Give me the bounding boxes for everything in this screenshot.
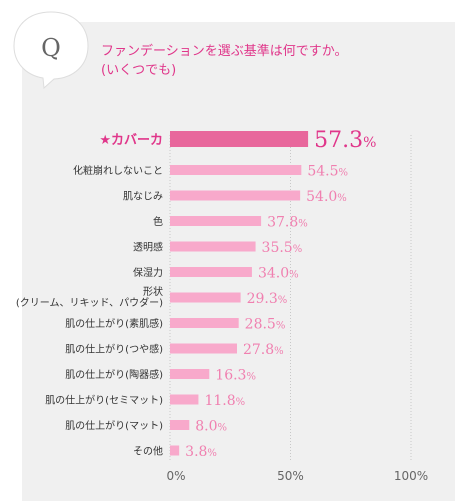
value-label: 11.8% [204, 393, 245, 409]
value-label: 29.3% [247, 291, 288, 307]
value-label: 3.8% [185, 444, 217, 460]
x-tick-label: 100% [394, 469, 428, 483]
bar [170, 318, 239, 328]
category-label: 肌の仕上がり(つや感) [65, 342, 163, 355]
value-label: 37.8% [267, 215, 308, 231]
bar [170, 369, 210, 379]
category-label: 色 [153, 215, 163, 228]
bar [170, 292, 241, 303]
value-label: 16.3% [215, 368, 256, 384]
bar [170, 165, 302, 175]
bar [170, 394, 199, 405]
bar [170, 241, 256, 252]
question-badge: Q [41, 34, 61, 62]
category-label: ★カバーカ [99, 133, 163, 148]
bar [170, 131, 309, 147]
category-label: 肌なじみ [123, 190, 163, 202]
value-label: 34.0% [258, 266, 299, 282]
bar [170, 445, 180, 456]
bar [170, 216, 262, 226]
category-label: その他 [133, 444, 163, 457]
category-label: 化粧崩れしないこと [73, 164, 163, 177]
question-line-1: ファンデーションを選ぶ基準は何ですか。 [101, 44, 348, 59]
bar [170, 190, 301, 201]
category-label: 保湿力 [133, 266, 163, 279]
category-label: 肌の仕上がり(陶器感) [65, 368, 163, 381]
value-label: 27.8% [243, 342, 284, 358]
question-line-2: (いくつでも) [101, 63, 177, 78]
bar [170, 420, 190, 430]
chart-panel [22, 22, 455, 501]
bar [170, 343, 237, 354]
value-label: 28.5% [245, 317, 286, 333]
category-label: 透明感 [133, 240, 163, 253]
question-text: ファンデーションを選ぶ基準は何ですか。 (いくつでも) [101, 42, 441, 80]
bar [170, 267, 252, 277]
category-label: 形状(クリーム、リキッド、パウダー) [16, 285, 163, 309]
category-label: 肌の仕上がり(セミマット) [45, 393, 163, 406]
x-tick-label: 0% [166, 469, 185, 483]
category-label: 肌の仕上がり(素肌感) [65, 317, 163, 330]
value-label: 57.3% [314, 128, 376, 153]
x-tick-label: 50% [277, 469, 304, 483]
value-label: 54.5% [307, 164, 348, 180]
value-label: 35.5% [262, 240, 303, 256]
question-bubble-icon: Q [13, 11, 89, 90]
value-label: 54.0% [306, 189, 347, 205]
category-label: 肌の仕上がり(マット) [65, 419, 163, 432]
value-label: 8.0% [195, 419, 227, 435]
